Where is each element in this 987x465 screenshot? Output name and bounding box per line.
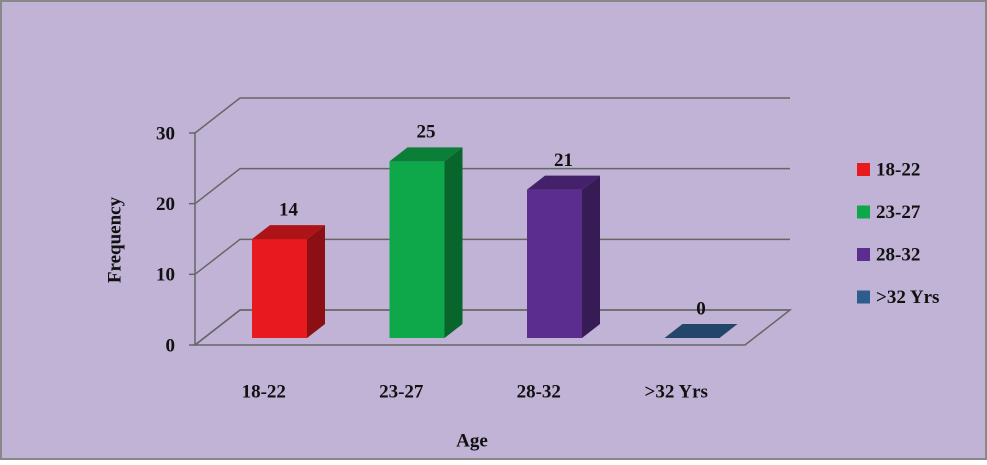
x-tick-label: 23-27: [379, 381, 424, 402]
x-tick-label: 28-32: [517, 381, 561, 402]
grid-line: [194, 309, 790, 346]
bar-top: [527, 175, 600, 190]
legend-label: 28-32: [876, 244, 920, 265]
bar-top: [664, 324, 738, 338]
bar-top: [252, 225, 325, 240]
legend-swatch: [857, 205, 870, 219]
bar-side: [307, 225, 325, 338]
bar: [527, 175, 600, 338]
x-tick-label: >32 Yrs: [645, 381, 708, 402]
data-label: 21: [554, 150, 573, 171]
bar: [389, 147, 463, 338]
grid-line: [194, 238, 790, 275]
x-tick-label: 18-22: [242, 381, 286, 402]
bar-front: [527, 189, 582, 338]
legend-swatch: [857, 290, 870, 304]
data-label: 14: [279, 199, 299, 220]
bar: [664, 324, 738, 338]
legend-swatch: [857, 163, 870, 176]
bar: [252, 225, 325, 338]
grid-line: [194, 167, 790, 205]
legend-label: 23-27: [876, 202, 921, 223]
data-label: 25: [417, 122, 436, 143]
legend-label: >32 Yrs: [876, 287, 939, 308]
bar-front: [389, 161, 445, 338]
bar-top: [389, 147, 463, 162]
bar-front: [252, 239, 307, 338]
y-tick-label: 0: [166, 335, 176, 356]
legend-label: 18-22: [876, 159, 920, 180]
x-axis-title: Age: [456, 430, 488, 451]
legend-swatch: [857, 248, 870, 261]
y-tick-label: 30: [156, 123, 175, 144]
grid-line: [194, 97, 790, 134]
data-label: 0: [696, 298, 706, 319]
bar-side: [444, 147, 463, 338]
y-tick-label: 10: [156, 265, 175, 286]
bar-side: [582, 175, 600, 338]
y-tick-label: 20: [156, 194, 175, 215]
y-axis-title: Frequency: [104, 196, 125, 283]
